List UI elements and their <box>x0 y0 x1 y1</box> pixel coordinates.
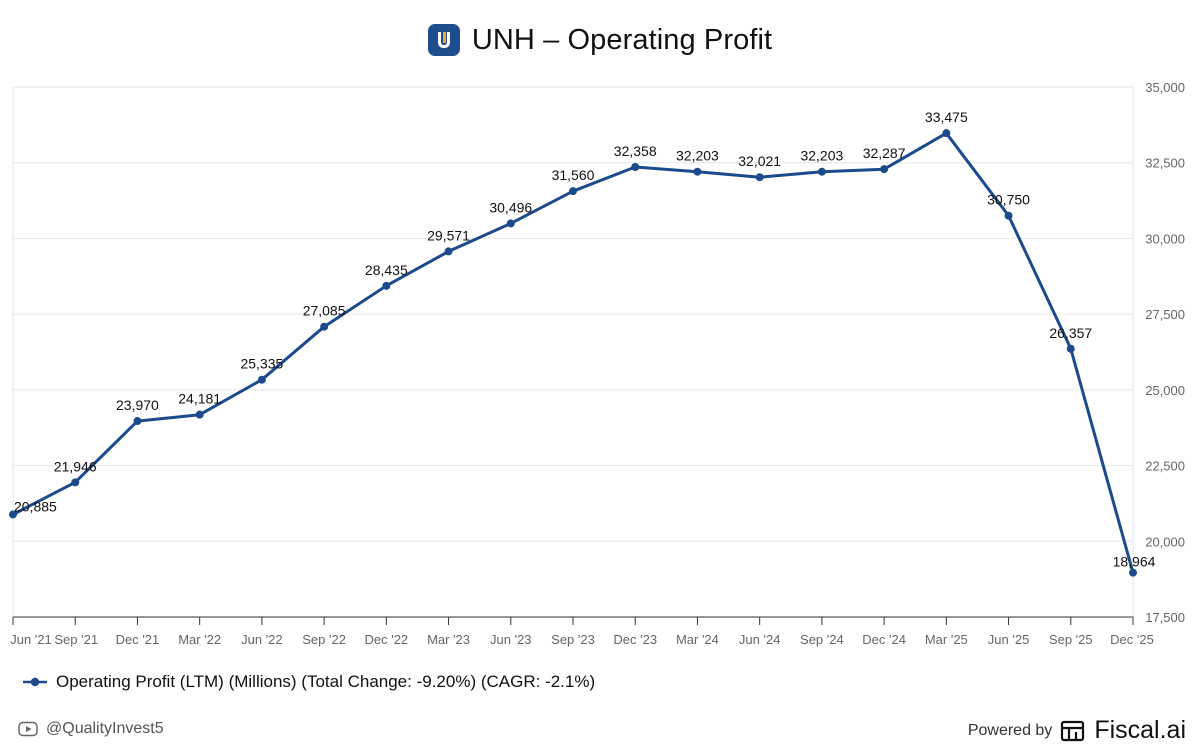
fiscal-ai-logo-icon <box>1061 720 1085 741</box>
y-tick-label: 20,000 <box>1145 534 1185 549</box>
data-point <box>382 281 391 290</box>
data-label: 26,357 <box>1049 325 1092 341</box>
y-tick-label: 32,500 <box>1145 156 1185 171</box>
data-label: 24,181 <box>178 391 221 407</box>
powered-by-text: Powered by <box>967 721 1053 739</box>
chart-legend[interactable]: Operating Profit (LTM) (Millions) (Total… <box>22 672 595 692</box>
x-tick-label: Sep '21 <box>54 632 98 647</box>
data-label: 20,885 <box>14 498 57 514</box>
x-tick-label: Jun '22 <box>241 632 283 647</box>
x-tick-label: Jun '21 <box>10 632 52 647</box>
data-label: 23,970 <box>116 397 159 413</box>
data-label: 32,021 <box>738 153 781 169</box>
footer-handle: @QualityInvest5 <box>18 720 164 738</box>
data-point <box>9 510 17 519</box>
y-tick-label: 25,000 <box>1145 383 1185 398</box>
data-point <box>133 417 142 426</box>
x-tick-label: Sep '25 <box>1049 632 1093 647</box>
data-point <box>506 219 515 228</box>
data-point <box>1004 211 1013 220</box>
y-tick-label: 35,000 <box>1145 80 1185 95</box>
data-label: 30,750 <box>987 192 1030 208</box>
data-labels: 20,885 21,946 23,970 24,181 25,335 27,085 28,4… <box>14 109 1156 569</box>
data-point <box>1129 568 1137 577</box>
x-tick-label: Sep '24 <box>800 632 844 647</box>
data-label: 25,335 <box>240 356 283 372</box>
handle-text: @QualityInvest5 <box>46 720 164 737</box>
chart-area: 17,500 20,000 22,500 25,000 27,500 30,000 32,5… <box>9 80 1185 647</box>
chart-header: UNH – Operating Profit <box>0 20 1200 60</box>
data-label: 27,085 <box>303 303 346 319</box>
data-point <box>569 187 577 196</box>
chart-title: UNH – Operating Profit <box>471 23 773 56</box>
data-point <box>320 322 329 331</box>
data-label: 31,560 <box>552 167 595 183</box>
data-label: 18,964 <box>1113 554 1156 570</box>
data-point <box>880 165 889 174</box>
x-tick-label: Dec '21 <box>116 632 160 647</box>
data-label: 21,946 <box>54 458 97 474</box>
y-tick-label: 27,500 <box>1145 307 1185 322</box>
y-tick-label: 22,500 <box>1145 459 1185 474</box>
y-axis: 17,500 20,000 22,500 25,000 27,500 30,000 32,5… <box>1145 80 1185 625</box>
data-point <box>1066 344 1075 353</box>
legend-marker-icon <box>23 677 47 687</box>
series-line <box>12 131 1135 574</box>
data-label: 32,203 <box>676 148 719 164</box>
x-tick-label: Sep '22 <box>302 632 346 647</box>
data-label: 32,358 <box>614 143 657 159</box>
x-tick-label: Mar '23 <box>427 632 470 647</box>
data-label: 29,571 <box>427 227 470 243</box>
x-axis: Jun '21 Sep '21 Dec '21 Mar '22 Jun '22 Sep '… <box>10 616 1154 647</box>
data-label: 33,475 <box>925 109 968 125</box>
legend-label: Operating Profit (LTM) (Millions) (Total… <box>56 672 596 691</box>
x-tick-label: Dec '24 <box>862 632 906 647</box>
data-label: 32,287 <box>863 145 906 161</box>
x-tick-label: Mar '24 <box>676 632 719 647</box>
data-point <box>631 163 640 172</box>
data-point <box>755 173 764 182</box>
x-tick-label: Mar '22 <box>178 632 221 647</box>
data-label: 28,435 <box>365 262 408 278</box>
x-tick-label: Jun '23 <box>490 632 532 647</box>
x-tick-label: Jun '24 <box>739 632 781 647</box>
data-point <box>71 478 80 487</box>
data-point <box>257 375 266 384</box>
data-point <box>195 410 204 419</box>
x-tick-label: Mar '25 <box>925 632 968 647</box>
powered-by: Powered by Fiscal.ai <box>968 716 1186 745</box>
x-tick-label: Dec '23 <box>613 632 657 647</box>
data-label: 30,496 <box>489 199 532 215</box>
data-point <box>444 247 453 256</box>
youtube-icon <box>18 721 38 737</box>
y-tick-label: 30,000 <box>1145 231 1185 246</box>
x-tick-label: Dec '22 <box>364 632 408 647</box>
brand-name: Fiscal.ai <box>1094 716 1186 744</box>
unh-logo-icon <box>427 24 460 56</box>
x-tick-label: Dec '25 <box>1110 632 1154 647</box>
grid-lines <box>12 86 1134 617</box>
data-points <box>9 129 1137 577</box>
x-tick-label: Sep '23 <box>551 632 595 647</box>
data-point <box>942 129 951 138</box>
y-tick-label: 17,500 <box>1145 610 1185 625</box>
data-point <box>693 167 702 176</box>
x-tick-label: Jun '25 <box>988 632 1030 647</box>
data-label: 32,203 <box>800 148 843 164</box>
data-point <box>817 167 826 176</box>
